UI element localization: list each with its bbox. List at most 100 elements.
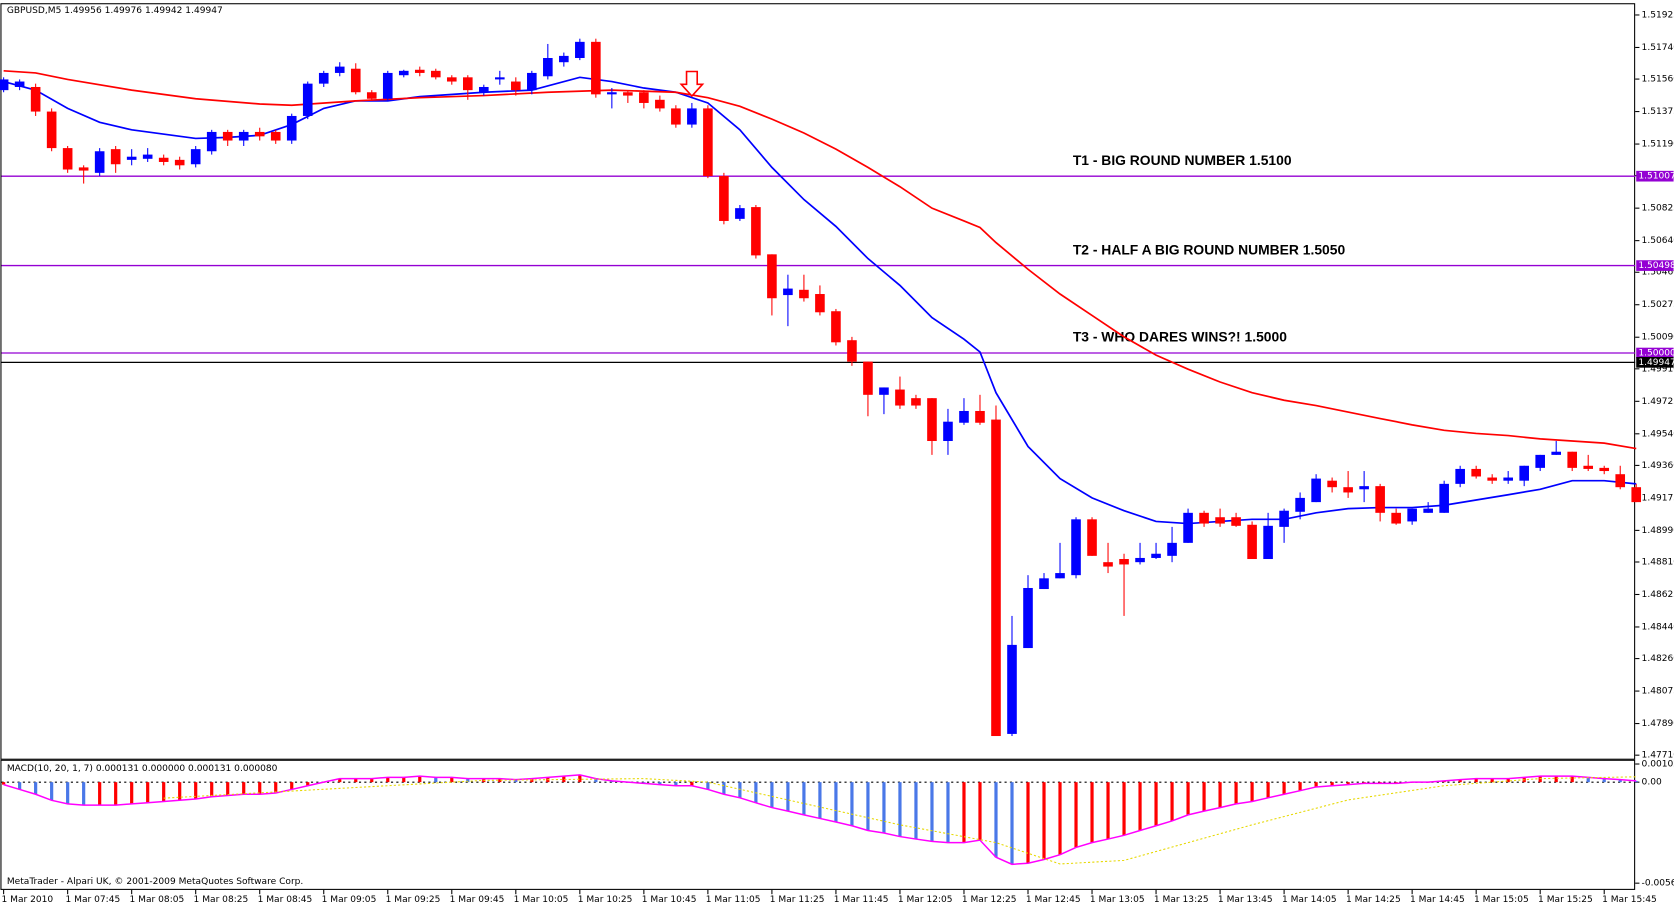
macd-bar <box>1266 782 1270 798</box>
macd-bar <box>450 777 454 783</box>
candle-body <box>719 176 729 221</box>
candle-body <box>495 77 505 80</box>
candle-body <box>1087 519 1097 556</box>
candle-body <box>94 151 105 173</box>
candle-body <box>30 86 41 112</box>
level-price-label: 1.51007 <box>1638 172 1674 182</box>
macd-bar <box>82 782 86 806</box>
macd-bar <box>1282 782 1286 795</box>
macd-bar <box>1154 782 1158 826</box>
macd-bar <box>354 778 358 783</box>
macd-bar <box>402 777 406 783</box>
macd-bar <box>658 782 662 785</box>
candle-body <box>815 294 825 313</box>
candle-body <box>366 92 377 99</box>
candle-body <box>1615 474 1626 488</box>
level-price-box <box>1636 347 1674 359</box>
candle-body <box>511 81 521 91</box>
x-tick-label: 1 Mar 08:25 <box>194 895 249 905</box>
macd-bar <box>1202 782 1206 812</box>
x-tick-label: 1 Mar 09:05 <box>322 895 377 905</box>
candle-body <box>1055 573 1065 579</box>
candle-body <box>254 131 265 137</box>
y-tick-label: 1.48625 <box>1642 590 1674 600</box>
candle-body <box>1199 512 1209 524</box>
y-tick-label: 1.49910 <box>1642 364 1674 374</box>
macd-bar <box>1330 782 1334 786</box>
level-price-box <box>1636 356 1674 368</box>
x-tick-label: 1 Mar 15:05 <box>1474 895 1529 905</box>
macd-bar <box>1490 778 1494 783</box>
candle-body <box>46 111 57 149</box>
candle-body <box>334 66 345 73</box>
macd-bar <box>978 782 982 841</box>
candle-body <box>78 167 89 171</box>
candle-body <box>591 41 601 95</box>
macd-bar <box>1058 782 1062 855</box>
macd-bar <box>370 778 374 783</box>
y-tick-label: 1.49725 <box>1642 397 1674 407</box>
macd-bar <box>562 776 566 783</box>
x-tick-label: 1 Mar 08:45 <box>258 895 313 905</box>
candle-body <box>1231 517 1241 526</box>
x-tick-label: 1 Mar 12:45 <box>1026 895 1081 905</box>
footer: MetaTrader - Alpari UK, © 2001-2009 Meta… <box>7 877 304 887</box>
macd-bar <box>1186 782 1190 815</box>
macd-bar <box>1458 779 1462 783</box>
macd-bar <box>802 782 806 815</box>
candle-body <box>1583 465 1594 469</box>
y-tick-label: 1.51375 <box>1642 107 1674 117</box>
candle-body <box>142 154 153 159</box>
candle-body <box>543 58 553 77</box>
candle-body <box>462 77 473 91</box>
macd-bar <box>1218 782 1222 808</box>
x-tick-label: 1 Mar 09:45 <box>450 895 505 905</box>
macd-bar <box>130 782 134 804</box>
candle-body <box>398 70 409 76</box>
macd-bar <box>1314 782 1318 787</box>
candle-body <box>1567 451 1578 468</box>
target-annotation: T2 - HALF A BIG ROUND NUMBER 1.5050 <box>1073 241 1346 257</box>
y-tick-label: 0.00 <box>1642 778 1662 788</box>
level-price-label: 1.49947 <box>1638 358 1674 368</box>
candle-body <box>1407 508 1417 522</box>
candle-body <box>895 389 905 406</box>
y-tick-label: 1.48990 <box>1642 526 1674 536</box>
y-tick-label: 1.51190 <box>1642 140 1674 150</box>
x-tick-label: 1 Mar 11:05 <box>706 895 761 905</box>
y-tick-label: 1.49540 <box>1642 429 1674 439</box>
candle-body <box>687 108 697 125</box>
candle-body <box>1423 508 1433 513</box>
y-tick-label: 1.47710 <box>1642 751 1674 761</box>
candle-body <box>847 340 857 362</box>
candle-body <box>671 108 681 125</box>
entry-arrow <box>679 70 705 98</box>
macd-bar <box>594 778 598 783</box>
macd-bar <box>258 782 262 795</box>
moving-average-line <box>3 69 1637 450</box>
x-tick-label: 1 Mar 11:25 <box>770 895 825 905</box>
candle-body <box>1183 512 1193 543</box>
macd-header: MACD(10, 20, 1, 7) 0.000131 0.000000 0.0… <box>7 764 278 774</box>
candle-body <box>735 208 745 219</box>
macd-bar <box>338 778 342 783</box>
candle-body <box>479 86 489 93</box>
candle-body <box>286 115 297 141</box>
candle-body <box>302 83 313 116</box>
y-tick-label: 1.50090 <box>1642 333 1674 343</box>
candle-body <box>1503 477 1513 481</box>
candle-body <box>174 159 185 166</box>
candle-body <box>1279 510 1289 527</box>
x-tick-label: 1 Mar 2010 <box>1 895 53 905</box>
candle-body <box>270 131 281 141</box>
candle-body <box>126 156 137 160</box>
y-tick-label: 1.48810 <box>1642 557 1674 567</box>
candle-body <box>1167 542 1177 556</box>
main-panel-frame <box>0 3 1636 760</box>
macd-bar <box>210 782 214 797</box>
candle-body <box>318 72 329 84</box>
macd-bar <box>1250 782 1254 802</box>
candle-body <box>1487 477 1497 481</box>
macd-bar <box>786 782 790 812</box>
